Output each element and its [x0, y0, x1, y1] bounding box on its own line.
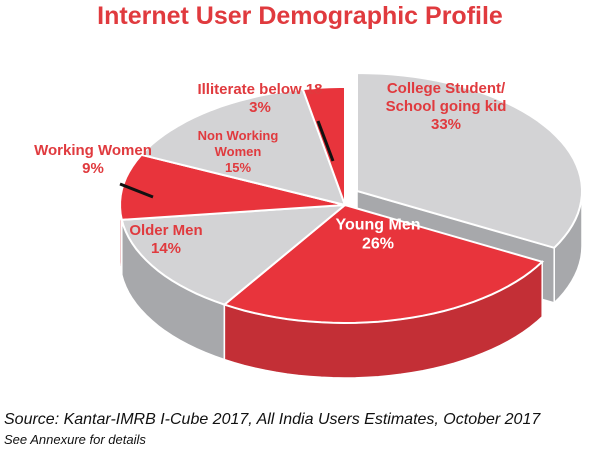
slice-name: Non Working: [198, 128, 279, 143]
slice-name: Older Men: [129, 222, 202, 239]
slice-name: Working Women: [34, 142, 152, 159]
pie-slice: [356, 71, 584, 249]
slice-name: Illiterate below 18: [197, 81, 322, 98]
slice-label: Older Men 14%: [129, 222, 202, 257]
slice-name: Women: [215, 144, 262, 159]
slice-label: Non Working Women 15%: [198, 128, 279, 175]
pie-chart: College Student/School going kid 33% Young…: [34, 71, 584, 379]
slice-value: 3%: [249, 99, 271, 116]
slice-label: Young Men 26%: [335, 217, 420, 253]
slice-label: College Student/School going kid 33%: [386, 80, 507, 133]
slice-value: 15%: [225, 160, 251, 175]
leader-line: [316, 120, 335, 162]
pie-slice: [139, 88, 347, 207]
chart-title: Internet User Demographic Profile: [97, 2, 503, 30]
pie-slice: [120, 203, 349, 306]
pie-tops: [119, 71, 584, 325]
slice-value: 9%: [82, 160, 104, 177]
slice-value: 14%: [151, 240, 181, 257]
pie-slice: [301, 86, 346, 206]
slice-label: Working Women 9%: [34, 142, 152, 177]
slice-name: School going kid: [386, 98, 507, 115]
slice-name: Young Men: [335, 217, 420, 234]
pie-labels: College Student/School going kid 33% Young…: [34, 80, 506, 257]
leader-line: [119, 182, 154, 199]
slice-label: Illiterate below 18 3%: [197, 81, 322, 116]
slice-value: 26%: [362, 236, 394, 253]
slice-name: College Student/: [387, 80, 506, 97]
source-note: Source: Kantar-IMRB I-Cube 2017, All Ind…: [4, 411, 541, 428]
pie-slice: [222, 203, 545, 325]
slice-value: 33%: [431, 116, 461, 133]
annexure-note: See Annexure for details: [4, 432, 146, 447]
